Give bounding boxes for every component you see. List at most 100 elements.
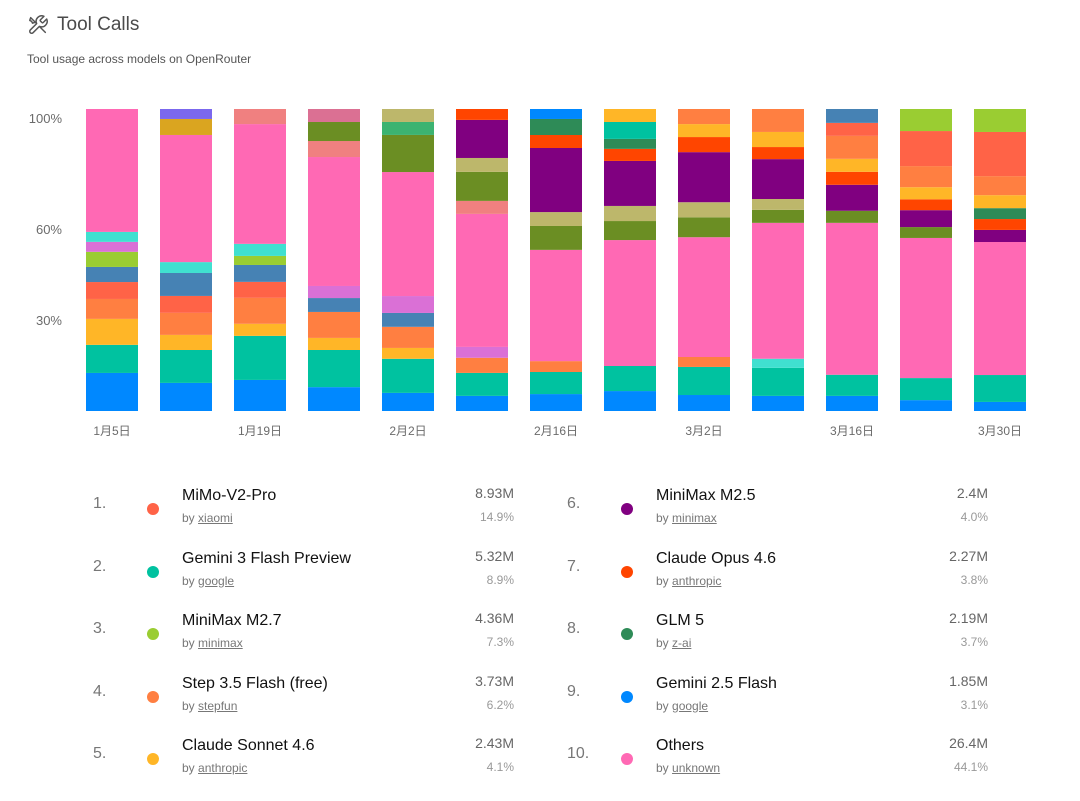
bar-segment-gemini3flash[interactable] (86, 344, 138, 373)
bar-segment-opus[interactable] (678, 137, 730, 153)
bar-segment-glm[interactable] (530, 118, 582, 135)
bar-segment-mediumseagreen[interactable] (382, 121, 434, 135)
bar-12[interactable] (900, 109, 952, 411)
bar-segment-salmon[interactable] (456, 200, 508, 214)
bar-segment-khaki[interactable] (456, 157, 508, 172)
bar-segment-olive[interactable] (382, 134, 434, 173)
bar-segment-orchid[interactable] (86, 241, 138, 252)
bar-segment-gemini25flash[interactable] (86, 372, 138, 411)
bar-segment-minimax27[interactable] (234, 255, 286, 265)
bar-segment-olive[interactable] (456, 171, 508, 201)
bar-segment-gemini25flash[interactable] (900, 400, 952, 411)
bar-4[interactable] (308, 109, 360, 411)
bar-segment-others[interactable] (826, 222, 878, 375)
bar-segment-minimax27[interactable] (86, 251, 138, 267)
author-link[interactable]: google (198, 573, 235, 588)
bar-segment-khaki[interactable] (382, 109, 434, 122)
bar-segment-sonnet[interactable] (86, 318, 138, 345)
bar-segment-khaki[interactable] (678, 202, 730, 218)
bar-segment-gemini25flash[interactable] (308, 387, 360, 411)
bar-segment-opus[interactable] (900, 199, 952, 211)
bar-segment-minimax25[interactable] (530, 147, 582, 213)
bar-segment-step[interactable] (678, 109, 730, 125)
bar-segment-step[interactable] (530, 361, 582, 373)
legend-item[interactable]: 4. Step 3.5 Flash (free) by stepfun 3.73M 6.… (93, 666, 533, 718)
bar-segment-mimo[interactable] (826, 122, 878, 136)
legend-item[interactable]: 3. MiniMax M2.7 by minimax 4.36M 7.3% (93, 603, 533, 655)
bar-segment-sonnet[interactable] (752, 131, 804, 148)
bar-segment-orchid[interactable] (456, 346, 508, 358)
author-link[interactable]: z-ai (672, 636, 692, 650)
bar-segment-others[interactable] (530, 249, 582, 362)
bar-segment-orchid[interactable] (308, 285, 360, 299)
bar-segment-slateblue[interactable] (160, 109, 212, 119)
bar-segment-gemini3flash[interactable] (382, 358, 434, 393)
bar-segment-step[interactable] (678, 356, 730, 367)
bar-segment-mimo[interactable] (900, 131, 952, 167)
bar-8[interactable] (604, 109, 656, 411)
bar-segment-olive[interactable] (308, 121, 360, 142)
bar-segment-step[interactable] (234, 297, 286, 324)
bar-segment-goldenrod[interactable] (160, 118, 212, 135)
bar-segment-minimax25[interactable] (974, 229, 1026, 243)
bar-segment-gemini25flash[interactable] (826, 395, 878, 411)
author-link[interactable]: xiaomi (198, 511, 233, 525)
bar-segment-turquoise[interactable] (752, 358, 804, 368)
bar-segment-sonnet[interactable] (234, 323, 286, 336)
bar-segment-others[interactable] (160, 134, 212, 263)
legend-item[interactable]: 2. Gemini 3 Flash Preview by google 5.32M 8.… (93, 541, 533, 593)
bar-segment-step[interactable] (974, 176, 1026, 196)
bar-segment-khaki[interactable] (604, 205, 656, 222)
bar-segment-olive[interactable] (900, 227, 952, 238)
bar-segment-gemini25flash[interactable] (530, 109, 582, 119)
bar-segment-opus[interactable] (604, 148, 656, 161)
bar-segment-step[interactable] (900, 166, 952, 188)
bar-segment-sonnet[interactable] (826, 158, 878, 172)
bar-segment-others[interactable] (678, 237, 730, 357)
bar-segment-others[interactable] (308, 157, 360, 286)
bar-segment-step[interactable] (308, 311, 360, 338)
bar-3[interactable] (234, 109, 286, 411)
legend-item[interactable]: 5. Claude Sonnet 4.6 by anthropic 2.43M 4.1% (93, 728, 533, 780)
bar-segment-mimo[interactable] (160, 295, 212, 313)
bar-segment-gemini3flash[interactable] (308, 349, 360, 388)
bar-segment-gemini3flash[interactable] (456, 372, 508, 396)
bar-segment-minimax25[interactable] (678, 152, 730, 203)
bar-segment-sonnet[interactable] (382, 347, 434, 359)
bar-segment-sonnet[interactable] (678, 124, 730, 138)
bar-segment-steel[interactable] (382, 312, 434, 327)
bar-segment-others[interactable] (86, 109, 138, 232)
bar-segment-steel[interactable] (160, 272, 212, 296)
bar-segment-others[interactable] (382, 172, 434, 297)
bar-5[interactable] (382, 109, 434, 411)
author-link[interactable]: minimax (672, 511, 717, 525)
bar-9[interactable] (678, 109, 730, 411)
bar-13[interactable] (974, 109, 1026, 411)
bar-segment-gemini25flash[interactable] (678, 395, 730, 411)
legend-item[interactable]: 7. Claude Opus 4.6 by anthropic 2.27M 3.8% (567, 541, 1007, 593)
bar-segment-sonnet[interactable] (604, 109, 656, 122)
bar-segment-sonnet[interactable] (900, 187, 952, 200)
bar-segment-turquoise[interactable] (86, 231, 138, 242)
legend-item[interactable]: 10. Others by unknown 26.4M 44.1% (567, 728, 1007, 780)
bar-segment-gemini3flash[interactable] (678, 366, 730, 396)
bar-segment-olive[interactable] (604, 221, 656, 241)
bar-2[interactable] (160, 109, 212, 411)
bar-segment-gemini3flash[interactable] (900, 378, 952, 401)
author-link[interactable]: google (672, 698, 709, 713)
bar-segment-step[interactable] (86, 298, 138, 319)
bar-segment-opus[interactable] (974, 219, 1026, 230)
bar-segment-gemini25flash[interactable] (530, 394, 582, 411)
bar-segment-others[interactable] (974, 242, 1026, 376)
bar-segment-opus[interactable] (826, 171, 878, 185)
bar-segment-turquoise[interactable] (160, 262, 212, 273)
bar-segment-gemini3flash[interactable] (752, 367, 804, 396)
bar-segment-step[interactable] (456, 357, 508, 373)
bar-11[interactable] (826, 109, 878, 411)
bar-segment-khaki[interactable] (752, 198, 804, 210)
bar-segment-gemini3flash[interactable] (974, 375, 1026, 402)
bar-10[interactable] (752, 109, 804, 411)
author-link[interactable]: stepfun (198, 698, 238, 713)
bar-segment-olive[interactable] (752, 209, 804, 223)
bar-segment-opus[interactable] (752, 147, 804, 160)
